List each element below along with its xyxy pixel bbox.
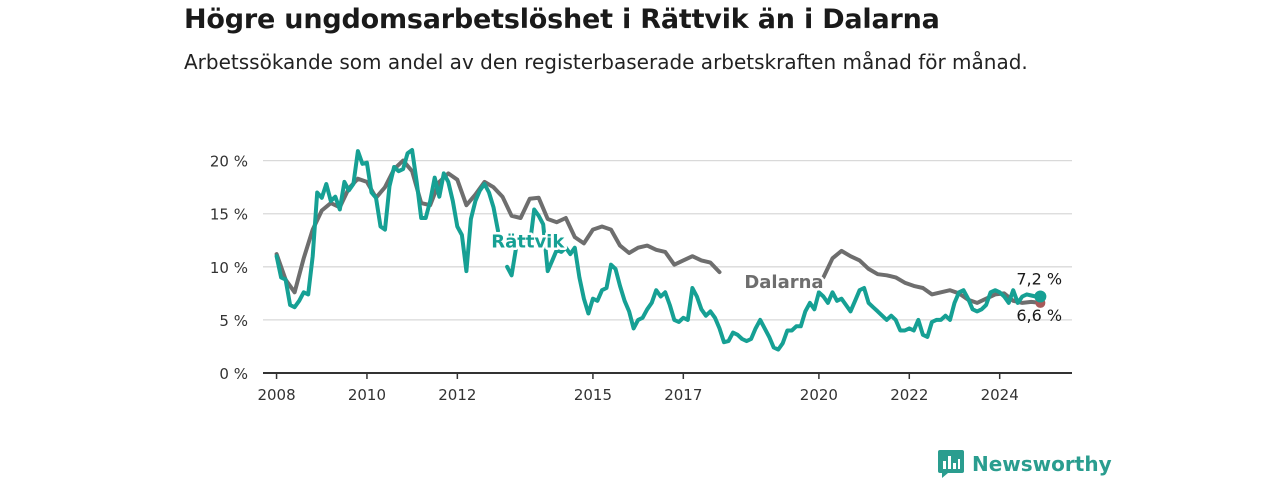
line-chart: 0 %5 %10 %15 %20 % 2008 2010 2012 2015 2017 2…	[210, 148, 1072, 404]
newsworthy-logo-icon	[938, 450, 964, 478]
x-tick-label: 2024	[981, 386, 1019, 404]
y-tick-label: 15 %	[210, 206, 248, 224]
series-lines	[274, 148, 1043, 352]
y-tick-label: 20 %	[210, 153, 248, 171]
y-tick-label: 0 %	[219, 365, 248, 383]
series-labels: 6,6 % Dalarna 7,2 % Rättvik	[489, 229, 1062, 325]
x-tick-label: 2008	[257, 386, 295, 404]
series-line-rättvik	[274, 148, 1043, 352]
brand-name: Newsworthy	[972, 452, 1112, 476]
x-tick-label: 2012	[438, 386, 476, 404]
y-axis-ticks: 0 % 5 % 10 % 15 % 20 %	[210, 153, 248, 383]
x-tick-label: 2015	[574, 386, 612, 404]
x-tick-label: 2022	[890, 386, 928, 404]
y-tick-label: 10 %	[210, 259, 248, 277]
brand: Newsworthy	[938, 450, 1112, 478]
series-label-rättvik: Rättvik	[491, 232, 565, 253]
chart-subtitle: Arbetssökande som andel av den registerb…	[184, 50, 1028, 74]
x-tick-label: 2017	[664, 386, 702, 404]
end-value-label: 7,2 %	[1016, 270, 1062, 289]
x-tick-label: 2020	[800, 386, 838, 404]
series-label-dalarna: Dalarna	[744, 272, 823, 293]
y-tick-label: 5 %	[219, 312, 248, 330]
end-value-label: 6,6 %	[1016, 306, 1062, 325]
end-marker-rättvik	[1034, 290, 1047, 303]
chart-title: Högre ungdomsarbetslöshet i Rättvik än i…	[184, 4, 940, 35]
x-axis-ticks: 2008 2010 2012 2015 2017 2020 2022 2024	[257, 373, 1019, 404]
x-tick-label: 2010	[348, 386, 386, 404]
